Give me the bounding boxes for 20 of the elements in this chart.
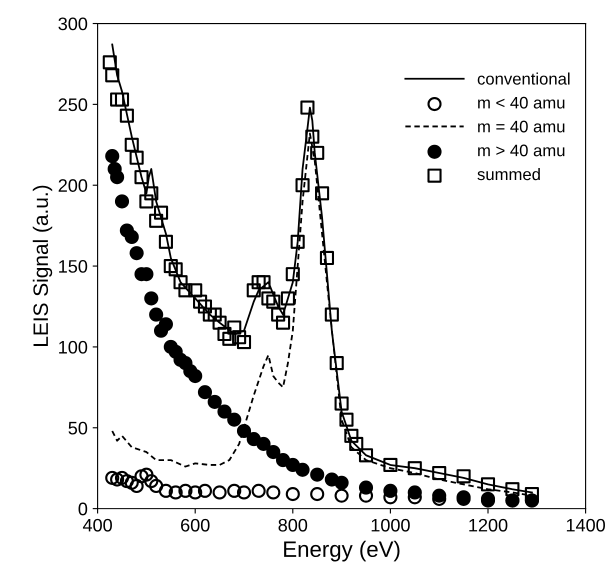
y-tick-label: 50 (68, 422, 88, 434)
legend-label: summed (477, 168, 540, 180)
x-tick-label: 800 (278, 518, 308, 532)
legend-label: m > 40 amu (478, 144, 564, 156)
y-tick-label: 200 (58, 179, 88, 192)
x-axis-title: Energy (eV) (284, 540, 400, 562)
legend-label: conventional (478, 72, 570, 85)
y-tick-label: 150 (59, 260, 88, 273)
legend-label: m = 40 amu (478, 120, 564, 132)
x-tick-label: 1400 (566, 518, 605, 532)
y-tick-label: 100 (59, 340, 88, 354)
x-tick-label: 1000 (372, 518, 410, 532)
x-tick-label: 400 (82, 518, 112, 532)
y-tick-label: 300 (58, 17, 88, 30)
x-tick-label: 1200 (469, 518, 508, 532)
y-tick-label: 250 (58, 98, 88, 112)
legend-label: m < 40 amu (478, 96, 564, 109)
y-axis-title: LEIS Signal (a.u.) (32, 186, 52, 346)
x-tick-label: 600 (181, 518, 210, 532)
y-tick-label: 0 (78, 502, 88, 516)
